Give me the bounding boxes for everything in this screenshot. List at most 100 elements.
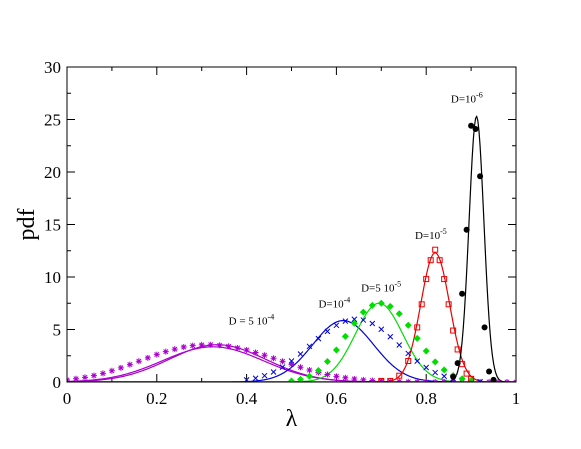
data-point-2 <box>296 375 304 382</box>
data-point-2 <box>386 302 394 310</box>
data-point-0 <box>342 374 349 381</box>
data-point-3 <box>445 301 452 308</box>
data-point-4 <box>472 125 479 132</box>
data-point-4 <box>454 360 461 367</box>
data-point-0 <box>72 375 79 382</box>
fit-curve-0-0 <box>67 344 516 382</box>
data-point-1 <box>333 322 340 329</box>
data-point-0 <box>306 367 313 374</box>
data-point-1 <box>270 369 277 375</box>
data-point-0 <box>198 341 205 348</box>
data-point-0 <box>189 342 196 349</box>
data-point-2 <box>314 366 322 374</box>
data-point-4 <box>490 376 497 382</box>
data-point-0 <box>234 344 241 351</box>
annotation-1: D=10-4 <box>318 295 350 310</box>
data-point-1 <box>369 320 376 327</box>
curve-annotations: D = 5 10-4D=10-4D=5 10-5D=10-5D=10-6 <box>229 91 483 328</box>
data-point-3 <box>441 276 448 283</box>
data-marks <box>67 122 516 382</box>
y-tick-label: 15 <box>44 216 61 235</box>
data-point-4 <box>486 368 493 375</box>
data-point-0 <box>369 377 376 382</box>
data-point-0 <box>387 378 394 382</box>
annotation-exponent: -6 <box>476 91 483 100</box>
y-tick-label: 5 <box>53 321 62 340</box>
data-point-4 <box>477 173 484 180</box>
annotation-prefix: D=5 10 <box>361 283 395 295</box>
data-point-2 <box>395 310 403 318</box>
fit-curve-3-0 <box>67 252 516 382</box>
data-point-1 <box>288 358 295 364</box>
data-point-0 <box>225 343 232 350</box>
data-point-0 <box>207 341 214 348</box>
data-point-3 <box>450 327 457 334</box>
data-point-2 <box>332 346 340 354</box>
data-point-2 <box>431 358 439 366</box>
data-point-0 <box>279 358 286 365</box>
data-point-1 <box>423 364 430 371</box>
fit-curve-0-1 <box>67 346 516 382</box>
annotation-0: D = 5 10-4 <box>229 312 275 327</box>
y-tick-label: 25 <box>44 111 61 130</box>
y-tick-label: 0 <box>53 373 62 392</box>
data-point-2 <box>288 377 295 382</box>
annotation-exponent: -4 <box>344 295 351 304</box>
plot-area <box>67 114 516 382</box>
data-point-3 <box>463 370 470 377</box>
x-axis-title: λ <box>286 406 298 432</box>
data-point-1 <box>432 369 439 376</box>
x-tick-label: 0.4 <box>236 389 258 408</box>
data-point-3 <box>468 375 475 382</box>
data-point-2 <box>368 301 376 309</box>
y-tick-label: 30 <box>44 58 61 77</box>
data-point-3 <box>423 276 430 283</box>
data-point-3 <box>378 377 385 382</box>
annotation-prefix: D=10 <box>451 94 477 106</box>
data-point-0 <box>261 352 268 359</box>
data-point-3 <box>432 246 439 253</box>
x-tick-label: 0.2 <box>146 389 167 408</box>
annotation-exponent: -5 <box>395 280 402 289</box>
data-point-0 <box>252 349 259 356</box>
data-point-0 <box>90 372 97 379</box>
data-point-3 <box>454 346 461 353</box>
data-point-0 <box>144 354 151 361</box>
data-point-0 <box>288 361 295 368</box>
data-point-0 <box>126 361 133 368</box>
x-tick-label: 0 <box>63 389 72 408</box>
data-point-1 <box>414 358 421 364</box>
data-point-1 <box>297 351 304 357</box>
data-point-0 <box>360 376 367 382</box>
data-point-2 <box>413 334 421 342</box>
x-tick-label: 0.6 <box>326 389 347 408</box>
data-point-1 <box>378 326 385 333</box>
data-point-1 <box>360 317 367 323</box>
fit-curve-4-0 <box>67 114 516 382</box>
x-tick-label: 0.8 <box>416 389 437 408</box>
annotation-exponent: -4 <box>268 312 275 321</box>
annotation-prefix: D = 5 10 <box>229 315 268 327</box>
data-point-2 <box>377 299 385 307</box>
data-point-1 <box>441 373 448 380</box>
x-tick-label: 1 <box>512 389 521 408</box>
data-point-0 <box>333 373 340 380</box>
data-point-0 <box>270 355 277 362</box>
data-point-4 <box>468 122 475 129</box>
data-point-4 <box>459 290 466 297</box>
data-point-1 <box>315 335 322 342</box>
data-point-2 <box>467 377 475 382</box>
data-point-1 <box>306 343 313 350</box>
data-point-1 <box>396 342 403 348</box>
data-point-1 <box>405 350 412 357</box>
data-point-2 <box>422 347 430 355</box>
data-point-0 <box>180 344 187 351</box>
data-point-3 <box>418 301 425 308</box>
data-point-0 <box>324 371 331 378</box>
annotation-3: D=10-5 <box>415 227 447 242</box>
data-point-2 <box>341 332 349 340</box>
data-point-3 <box>427 257 434 264</box>
data-point-0 <box>351 375 358 382</box>
annotation-4: D=10-6 <box>451 91 483 106</box>
